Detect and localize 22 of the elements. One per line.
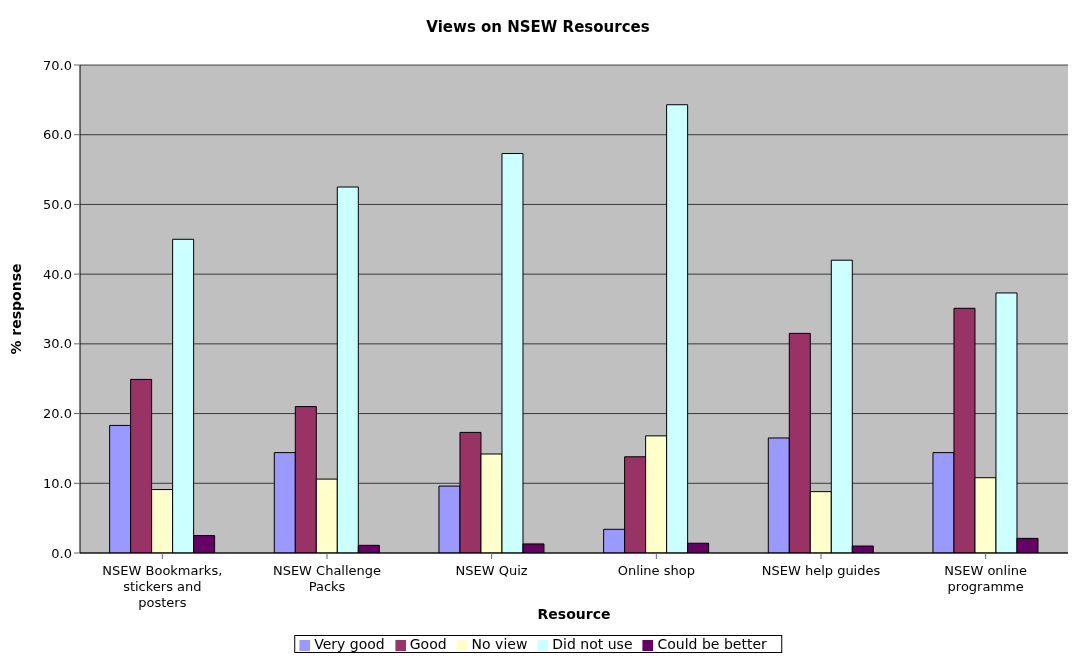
legend-label: No view: [471, 636, 528, 652]
legend-label: Good: [409, 636, 447, 652]
x-tick-label: NSEW Bookmarks, stickers and posters: [102, 563, 223, 610]
y-tick-label: 40.0: [43, 266, 72, 282]
y-tick-label: 70.0: [43, 57, 72, 73]
x-tick-label: Online shop: [617, 563, 695, 578]
y-tick-label: 50.0: [43, 197, 72, 213]
x-tick-label: NSEW online programme: [944, 563, 1028, 594]
x-tick-label: NSEW Challenge Packs: [272, 563, 382, 594]
x-axis-title: Resource: [537, 606, 611, 622]
x-tick-label: NSEW Quiz: [455, 563, 528, 578]
y-axis-title: % response: [7, 263, 24, 355]
y-tick-label: 30.0: [43, 336, 72, 352]
legend-label: Could be better: [657, 636, 767, 652]
y-tick-label: 0.0: [51, 545, 72, 561]
y-tick-label: 10.0: [43, 475, 72, 491]
y-tick-label: 60.0: [43, 127, 72, 143]
y-tick-label: 20.0: [43, 406, 72, 422]
chart-title: Views on NSEW Resources: [425, 18, 651, 36]
legend-label: Did not use: [552, 636, 633, 652]
legend-label: Very good: [314, 636, 385, 652]
x-tick-label: NSEW help guides: [761, 563, 881, 578]
